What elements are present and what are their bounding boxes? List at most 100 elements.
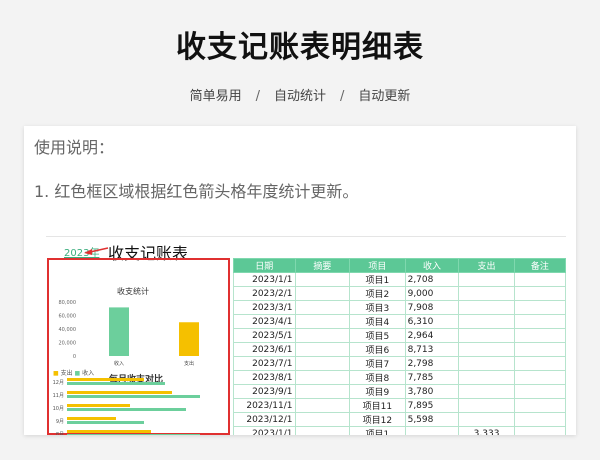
cell-note[interactable] bbox=[513, 398, 567, 413]
cell-expense[interactable] bbox=[458, 356, 515, 371]
bar-expense bbox=[179, 322, 199, 356]
cell-date[interactable]: 2023/4/1 bbox=[233, 314, 296, 329]
cell-income[interactable]: 7,908 bbox=[404, 300, 460, 315]
instructions-step-1: 1. 红色框区域根据红色箭头格年度统计更新。 bbox=[34, 182, 359, 201]
table-row: 2023/5/1 项目5 2,964 bbox=[233, 328, 567, 343]
y-tick-label: 12月 bbox=[53, 380, 64, 386]
cell-item[interactable]: 项目6 bbox=[349, 342, 406, 357]
tag-auto-update: 自动更新 bbox=[358, 89, 411, 104]
cell-summary[interactable] bbox=[294, 384, 351, 399]
cell-item[interactable]: 项目2 bbox=[349, 286, 406, 301]
cell-income[interactable]: 9,000 bbox=[404, 286, 460, 301]
table-row: 2023/4/1 项目4 6,310 bbox=[233, 314, 567, 329]
cell-expense[interactable] bbox=[458, 328, 515, 343]
cell-date[interactable]: 2023/1/1 bbox=[233, 272, 296, 287]
cell-date[interactable]: 2023/9/1 bbox=[233, 384, 296, 399]
cell-note[interactable] bbox=[513, 328, 567, 343]
cell-summary[interactable] bbox=[294, 272, 351, 287]
table-row: 2023/1/1 项目1 3,333 bbox=[233, 426, 567, 435]
bar-expense bbox=[67, 391, 172, 394]
cell-expense[interactable] bbox=[458, 286, 515, 301]
cell-income[interactable]: 2,798 bbox=[404, 356, 460, 371]
cell-expense[interactable]: 3,333 bbox=[458, 426, 515, 435]
cell-item[interactable]: 项目9 bbox=[349, 384, 406, 399]
cell-expense[interactable] bbox=[458, 384, 515, 399]
cell-summary[interactable] bbox=[294, 328, 351, 343]
table-row: 2023/11/1 项目11 7,895 bbox=[233, 398, 567, 413]
column-header-date: 日期 bbox=[233, 258, 296, 273]
cell-income[interactable]: 3,780 bbox=[404, 384, 460, 399]
y-tick-label: 80,000 bbox=[59, 300, 77, 306]
cell-item[interactable]: 项目1 bbox=[349, 426, 406, 435]
cell-income[interactable]: 7,895 bbox=[404, 398, 460, 413]
table-row: 2023/6/1 项目6 8,713 bbox=[233, 342, 567, 357]
cell-item[interactable]: 项目1 bbox=[349, 272, 406, 287]
table-row: 2023/7/1 项目7 2,798 bbox=[233, 356, 567, 371]
cell-income[interactable]: 6,310 bbox=[404, 314, 460, 329]
cell-summary[interactable] bbox=[294, 342, 351, 357]
cell-date[interactable]: 2023/1/1 bbox=[233, 426, 296, 435]
cell-note[interactable] bbox=[513, 300, 567, 315]
summary-chart-area: 收支统计 80,000 60,000 40,000 20,000 0 收入 支出 ■ 支出 … bbox=[47, 258, 230, 435]
cell-note[interactable] bbox=[513, 370, 567, 385]
cell-item[interactable]: 项目3 bbox=[349, 300, 406, 315]
cell-item[interactable]: 项目11 bbox=[349, 398, 406, 413]
cell-expense[interactable] bbox=[458, 342, 515, 357]
cell-note[interactable] bbox=[513, 272, 567, 287]
cell-date[interactable]: 2023/7/1 bbox=[233, 356, 296, 371]
cell-item[interactable]: 项目8 bbox=[349, 370, 406, 385]
cell-income[interactable]: 7,785 bbox=[404, 370, 460, 385]
column-header-income: 收入 bbox=[404, 258, 460, 273]
cell-note[interactable] bbox=[513, 356, 567, 371]
cell-note[interactable] bbox=[513, 342, 567, 357]
preview-card: 使用说明： 1. 红色框区域根据红色箭头格年度统计更新。 2023年 收支记账表… bbox=[24, 126, 576, 435]
cell-expense[interactable] bbox=[458, 412, 515, 427]
cell-expense[interactable] bbox=[458, 314, 515, 329]
cell-date[interactable]: 2023/12/1 bbox=[233, 412, 296, 427]
cell-income[interactable]: 5,598 bbox=[404, 412, 460, 427]
cell-income[interactable] bbox=[404, 426, 460, 435]
cell-note[interactable] bbox=[513, 412, 567, 427]
cell-date[interactable]: 2023/5/1 bbox=[233, 328, 296, 343]
cell-date[interactable]: 2023/3/1 bbox=[233, 300, 296, 315]
bar-income bbox=[109, 307, 129, 356]
cell-summary[interactable] bbox=[294, 286, 351, 301]
cell-expense[interactable] bbox=[458, 272, 515, 287]
cell-item[interactable]: 项目4 bbox=[349, 314, 406, 329]
cell-income[interactable]: 2,964 bbox=[404, 328, 460, 343]
cell-item[interactable]: 项目12 bbox=[349, 412, 406, 427]
page-title: 收支记账表明细表 bbox=[176, 30, 424, 65]
cell-date[interactable]: 2023/6/1 bbox=[233, 342, 296, 357]
table-row: 2023/12/1 项目12 5,598 bbox=[233, 412, 567, 427]
bar-income bbox=[67, 421, 144, 424]
cell-note[interactable] bbox=[513, 384, 567, 399]
table-row: 2023/9/1 项目9 3,780 bbox=[233, 384, 567, 399]
cell-summary[interactable] bbox=[294, 300, 351, 315]
bar-expense bbox=[67, 378, 144, 381]
cell-summary[interactable] bbox=[294, 398, 351, 413]
cell-note[interactable] bbox=[513, 286, 567, 301]
cell-date[interactable]: 2023/2/1 bbox=[233, 286, 296, 301]
cell-expense[interactable] bbox=[458, 370, 515, 385]
cell-expense[interactable] bbox=[458, 398, 515, 413]
column-header-item: 项目 bbox=[349, 258, 406, 273]
cell-income[interactable]: 8,713 bbox=[404, 342, 460, 357]
cell-note[interactable] bbox=[513, 426, 567, 435]
cell-expense[interactable] bbox=[458, 300, 515, 315]
cell-summary[interactable] bbox=[294, 356, 351, 371]
y-tick-label: 60,000 bbox=[59, 314, 77, 320]
cell-date[interactable]: 2023/11/1 bbox=[233, 398, 296, 413]
tag-auto-stats: 自动统计 bbox=[273, 89, 326, 104]
cell-note[interactable] bbox=[513, 314, 567, 329]
tag-separator: / bbox=[255, 89, 260, 104]
cell-income[interactable]: 2,708 bbox=[404, 272, 460, 287]
cell-summary[interactable] bbox=[294, 314, 351, 329]
year-label: 2023年 bbox=[64, 248, 100, 259]
cell-date[interactable]: 2023/8/1 bbox=[233, 370, 296, 385]
y-tick-label: 0 bbox=[73, 354, 76, 360]
cell-summary[interactable] bbox=[294, 426, 351, 435]
cell-summary[interactable] bbox=[294, 412, 351, 427]
cell-item[interactable]: 项目7 bbox=[349, 356, 406, 371]
cell-item[interactable]: 项目5 bbox=[349, 328, 406, 343]
cell-summary[interactable] bbox=[294, 370, 351, 385]
